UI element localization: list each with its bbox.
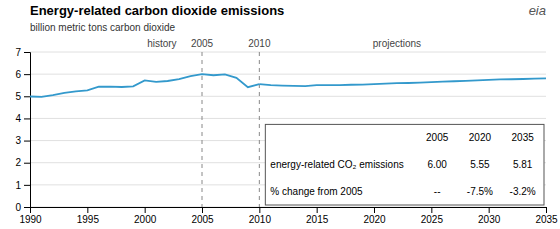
x-tick-mark [431, 207, 432, 213]
x-tick-mark [87, 207, 88, 213]
annotation: history [147, 38, 176, 49]
x-tick-mark [374, 207, 375, 213]
table-header: 2020 [469, 132, 492, 143]
table-row-label: energy-related CO₂ emissions [270, 159, 403, 170]
y-tick: 6 [15, 69, 30, 80]
x-tick: 2015 [306, 207, 329, 225]
table-cell: 5.81 [513, 159, 533, 170]
grid-line [30, 74, 546, 75]
y-tick-label: 1 [15, 180, 21, 191]
series-line [30, 74, 259, 97]
y-tick-label: 5 [15, 91, 21, 102]
annotation: projections [373, 38, 421, 49]
table-header: 2005 [426, 132, 449, 143]
table-row-label: % change from 2005 [270, 186, 363, 197]
x-tick: 2000 [134, 207, 157, 225]
y-tick-mark [24, 52, 30, 53]
y-tick-label: 0 [15, 202, 21, 213]
y-tick-label: 3 [15, 135, 21, 146]
x-tick-label: 2030 [478, 214, 501, 225]
x-tick-mark [489, 207, 490, 213]
grid-line [30, 118, 546, 119]
x-tick: 2025 [421, 207, 444, 225]
x-tick: 2020 [363, 207, 386, 225]
y-tick-label: 2 [15, 157, 21, 168]
reference-label: 2010 [248, 38, 271, 49]
y-tick-mark [24, 141, 30, 142]
reference-label: 2005 [191, 38, 214, 49]
reference-line [202, 52, 203, 207]
x-tick-label: 2035 [535, 214, 558, 225]
table-cell: -- [434, 186, 441, 197]
x-tick-label: 2020 [363, 214, 386, 225]
y-tick-mark [24, 185, 30, 186]
x-tick: 2035 [535, 207, 558, 225]
x-tick-label: 1990 [19, 214, 42, 225]
y-axis: 0 1 2 3 4 5 6 7 [15, 47, 30, 213]
table-cell: 6.00 [427, 159, 447, 170]
table-cell: -7.5% [467, 186, 493, 197]
x-tick-label: 1995 [77, 214, 100, 225]
chart: Energy-related carbon dioxide emissions b… [0, 0, 560, 229]
x-tick: 2005 [191, 207, 214, 225]
y-tick-mark [24, 118, 30, 119]
x-tick-mark [145, 207, 146, 213]
plot: 1990199520002005201020152020202520302035… [15, 38, 558, 225]
table-header: 2035 [512, 132, 535, 143]
x-tick: 1990 [19, 207, 42, 225]
x-tick-label: 2025 [421, 214, 444, 225]
table-box [265, 124, 544, 205]
y-tick-mark [24, 207, 30, 208]
y-tick: 1 [15, 180, 30, 191]
marks [30, 52, 546, 207]
grid-line [30, 96, 546, 97]
table: 2005 2020 2035 energy-related CO₂ emissions… [265, 124, 544, 205]
x-tick: 1995 [77, 207, 100, 225]
y-tick-label: 7 [15, 47, 21, 58]
y-tick-label: 4 [15, 113, 21, 124]
grid [30, 52, 546, 207]
x-axis-line [31, 208, 547, 214]
y-tick: 5 [15, 91, 30, 102]
x-tick-mark [317, 207, 318, 213]
x-tick-label: 2005 [191, 214, 214, 225]
y-tick-label: 6 [15, 69, 21, 80]
y-tick: 0 [15, 202, 30, 213]
series-line [259, 78, 546, 86]
y-tick: 4 [15, 113, 30, 124]
x-tick-mark [202, 207, 203, 213]
y-tick-mark [24, 74, 30, 75]
y-tick-mark [24, 163, 30, 164]
x-tick: 2010 [249, 207, 272, 225]
y-tick: 3 [15, 135, 30, 146]
logo: eia [529, 3, 546, 18]
title: Energy-related carbon dioxide emissions [30, 3, 284, 18]
table-cell: -3.2% [510, 186, 536, 197]
reference-line [259, 52, 260, 207]
y-tick: 2 [15, 157, 30, 168]
x-tick-label: 2000 [134, 214, 157, 225]
x-tick-mark [259, 207, 260, 213]
x-tick-label: 2010 [249, 214, 272, 225]
x-tick-label: 2015 [306, 214, 329, 225]
y-axis-label: billion metric tons carbon dioxide [30, 22, 176, 33]
y-tick-mark [24, 96, 30, 97]
y-tick: 7 [15, 47, 30, 58]
grid-line [30, 52, 546, 53]
x-tick: 2030 [478, 207, 501, 225]
x-tick-mark [546, 207, 547, 213]
x-axis: 1990 1995 2000 2005 2010 2015 2020 2025 2030 2035 [19, 207, 558, 225]
table-cell: 5.55 [470, 159, 490, 170]
y-axis-line [24, 53, 31, 208]
